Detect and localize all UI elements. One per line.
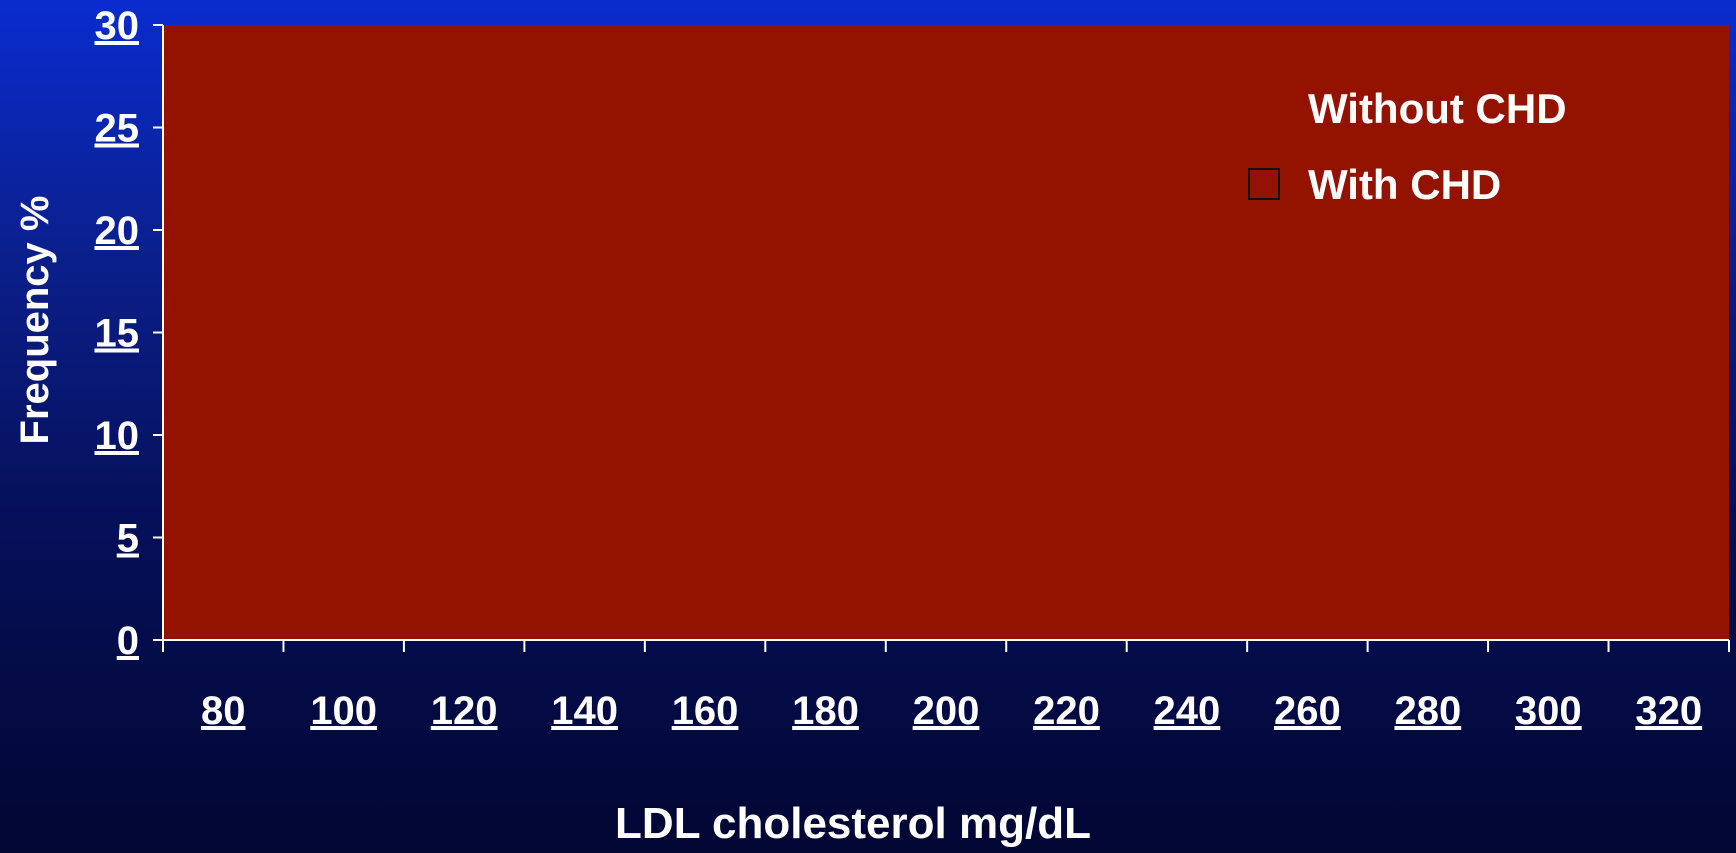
x-axis-title: LDL cholesterol mg/dL xyxy=(615,799,1091,848)
x-tick-label: 220 xyxy=(1033,689,1100,733)
y-axis-title: Frequency % xyxy=(13,196,57,445)
x-tick-label: 300 xyxy=(1515,689,1582,733)
x-tick-label: 100 xyxy=(310,689,377,733)
x-tick-label: 180 xyxy=(792,689,859,733)
x-tick-label: 240 xyxy=(1154,689,1221,733)
plot-area xyxy=(163,25,1729,640)
x-tick-label: 280 xyxy=(1394,689,1461,733)
legend-swatch-with-chd xyxy=(1248,168,1280,200)
x-tick-label: 320 xyxy=(1635,689,1702,733)
legend: Without CHD With CHD xyxy=(1248,85,1567,208)
y-tick-label: 30 xyxy=(95,4,140,48)
y-tick-label: 10 xyxy=(95,414,140,458)
x-tick-label: 200 xyxy=(913,689,980,733)
y-tick-label: 0 xyxy=(117,619,139,663)
x-axis: 80 100 120 140 160 180 200 220 240 260 280 300 320 xyxy=(162,639,1730,733)
y-tick-label: 25 xyxy=(95,107,140,151)
x-tick-label: 80 xyxy=(201,689,246,733)
x-tick-label: 140 xyxy=(551,689,618,733)
x-tick-label: 120 xyxy=(431,689,498,733)
y-tick-label: 15 xyxy=(95,312,140,356)
legend-label-without-chd: Without CHD xyxy=(1308,85,1567,132)
y-tick-label: 5 xyxy=(117,517,139,561)
x-tick-label: 160 xyxy=(672,689,739,733)
legend-label-with-chd: With CHD xyxy=(1308,161,1501,208)
x-tick-label: 260 xyxy=(1274,689,1341,733)
y-tick-label: 20 xyxy=(95,209,140,253)
y-axis: 0 5 10 15 20 25 30 xyxy=(95,4,164,663)
